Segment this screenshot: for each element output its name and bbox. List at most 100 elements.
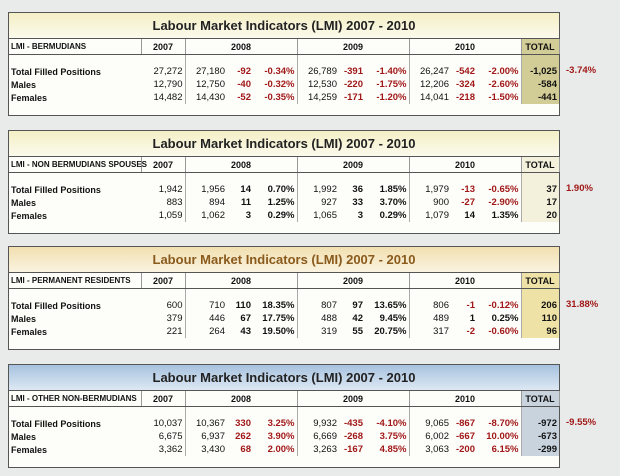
section-label: LMI - NON BERMUDIANS SPOUSES — [9, 157, 147, 173]
value-cell: 3,263 — [313, 444, 337, 455]
value-cell: -13 — [461, 184, 475, 195]
value-cell: -1.20% — [365, 91, 410, 104]
spacer-cell — [297, 407, 339, 418]
value-cell: 488 — [321, 313, 337, 324]
total-cell: -673 — [521, 430, 559, 443]
value-cell: 1,059 — [141, 209, 186, 222]
value-cell: 26,789 — [307, 66, 337, 77]
data-row: Males 883 894 11 1.25% 927 33 3.70% 900 -27 -2.90%… — [9, 196, 559, 209]
spacer-cell — [409, 173, 451, 184]
spacer-cell — [185, 407, 227, 418]
spacer-cell — [9, 289, 141, 300]
total-cell: -1,025 — [521, 65, 559, 78]
value-cell: -4.10% — [365, 417, 410, 430]
value-cell: 3,063 — [425, 444, 449, 455]
row-label: Females — [11, 92, 48, 103]
panel-title: Labour Market Indicators (LMI) 2007 - 20… — [9, 365, 559, 391]
total-header: TOTAL — [521, 391, 560, 407]
data-row: Males 12,790 12,750 -40 -0.32% 12,530 -220 -1.7… — [9, 78, 559, 91]
value-cell: -218 — [455, 92, 475, 103]
year-header: 2007 — [141, 391, 186, 407]
total-cell: -441 — [521, 91, 559, 104]
value-cell: 18.35% — [253, 299, 298, 312]
data-row: Males 6,675 6,937 262 3.90% 6,669 -268 3.75% 6,0… — [9, 430, 559, 443]
row-label: Total Filled Positions — [11, 66, 101, 77]
value-cell: 14,430 — [195, 92, 225, 103]
value-cell: 14,041 — [419, 92, 449, 103]
value-cell: 68 — [240, 444, 251, 455]
value-cell: -867 — [455, 418, 475, 429]
value-cell: 14 — [464, 210, 475, 221]
value-cell: 67 — [240, 313, 251, 324]
value-cell: 42 — [352, 313, 363, 324]
spacer-cell — [477, 54, 522, 65]
value-cell: 110 — [235, 300, 251, 311]
spacer-cell — [451, 173, 477, 184]
total-header: TOTAL — [521, 273, 560, 289]
spacer-cell — [9, 173, 141, 184]
data-row: Total Filled Positions 600 710 110 18.35% 807… — [9, 299, 559, 312]
year-header: 2007 — [141, 273, 186, 289]
spacer-cell — [253, 288, 298, 299]
value-cell: -268 — [343, 431, 363, 442]
year-header: 2007 — [141, 39, 186, 55]
total-cell: 20 — [521, 209, 559, 222]
spacer-cell — [365, 288, 410, 299]
value-cell: -667 — [455, 431, 475, 442]
value-cell: -2 — [466, 326, 475, 337]
spacer-cell — [521, 54, 559, 65]
year-header: 2009 — [297, 39, 410, 55]
spacer-cell — [141, 406, 186, 417]
value-cell: 11 — [240, 197, 251, 208]
value-cell: 6,669 — [313, 431, 337, 442]
value-cell: -200 — [455, 444, 475, 455]
value-cell: 19.50% — [253, 325, 298, 338]
spacer-cell — [227, 407, 253, 418]
value-cell: 27,272 — [141, 65, 186, 78]
value-cell: 12,790 — [141, 78, 186, 91]
spacer-cell — [141, 54, 186, 65]
value-cell: 3,430 — [201, 444, 225, 455]
value-cell: 26,247 — [419, 66, 449, 77]
row-label: Males — [11, 313, 37, 324]
header-row: LMI - NON BERMUDIANS SPOUSES 2007 2008 2009… — [9, 157, 560, 173]
value-cell: 600 — [141, 299, 186, 312]
total-header: TOTAL — [521, 157, 560, 173]
spacer-cell — [339, 173, 365, 184]
spacer-cell — [409, 289, 451, 300]
spacer-cell — [339, 55, 365, 66]
total-percent: -9.55% — [566, 417, 597, 428]
row-label: Total Filled Positions — [11, 418, 101, 429]
value-cell: 3.90% — [253, 430, 298, 443]
spacer-cell — [227, 55, 253, 66]
spacer-cell — [253, 54, 298, 65]
value-cell: 12,206 — [419, 79, 449, 90]
year-header: 2008 — [185, 391, 298, 407]
year-header: 2010 — [409, 273, 522, 289]
value-cell: -0.32% — [253, 78, 298, 91]
spacer-cell — [451, 289, 477, 300]
value-cell: -220 — [343, 79, 363, 90]
value-cell: 6,937 — [201, 431, 225, 442]
spacer-cell — [227, 173, 253, 184]
section-label: LMI - PERMANENT RESIDENTS — [9, 273, 142, 289]
value-cell: 9.45% — [365, 312, 410, 325]
data-row: Males 379 446 67 17.75% 488 42 9.45% 489 1 0.25% 11… — [9, 312, 559, 325]
value-cell: 317 — [433, 326, 449, 337]
value-cell: -8.70% — [477, 417, 522, 430]
value-cell: 6,002 — [425, 431, 449, 442]
value-cell: 1 — [469, 313, 475, 324]
value-cell: 97 — [352, 300, 363, 311]
value-cell: 1.25% — [253, 196, 298, 209]
total-cell: 17 — [521, 196, 559, 209]
spacer-cell — [185, 55, 227, 66]
value-cell: 3.25% — [253, 417, 298, 430]
value-cell: -167 — [343, 444, 363, 455]
spacer-cell — [521, 406, 559, 417]
value-cell: 3.70% — [365, 196, 410, 209]
value-cell: -2.00% — [477, 65, 522, 78]
value-cell: -391 — [343, 66, 363, 77]
row-label: Females — [11, 210, 48, 221]
spacer-cell — [451, 55, 477, 66]
